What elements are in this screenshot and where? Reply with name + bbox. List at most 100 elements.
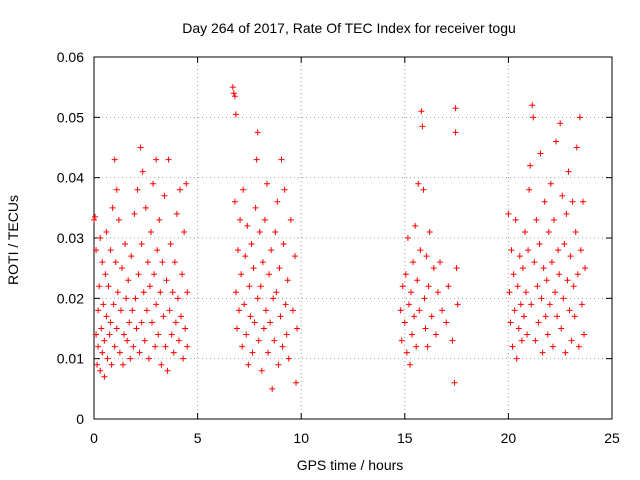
data-point [453, 265, 460, 272]
data-point [134, 186, 141, 193]
data-point [126, 319, 133, 326]
data-point [113, 325, 120, 332]
data-point [107, 319, 114, 326]
data-point [157, 289, 164, 296]
data-point [514, 283, 521, 290]
data-point [527, 162, 534, 169]
data-point [239, 343, 246, 350]
data-point [245, 361, 252, 368]
data-point [232, 111, 239, 118]
data-point [260, 325, 267, 332]
data-point [242, 253, 249, 260]
data-point [536, 241, 543, 248]
data-point [146, 283, 153, 290]
data-point [565, 168, 572, 175]
data-point [283, 331, 290, 338]
data-point [564, 277, 571, 284]
data-point [109, 204, 116, 211]
data-point [240, 186, 247, 193]
data-point [155, 331, 162, 338]
data-point [563, 210, 570, 217]
y-tick-label: 0.06 [57, 49, 84, 65]
data-point [230, 90, 237, 97]
data-point [430, 265, 437, 272]
x-axis-label: GPS time / hours [297, 457, 404, 473]
data-point [284, 277, 291, 284]
data-point [252, 204, 259, 211]
data-point [398, 337, 405, 344]
data-point [93, 247, 100, 254]
data-point [248, 241, 255, 248]
data-point [164, 367, 171, 374]
data-point [523, 289, 530, 296]
data-point [174, 295, 181, 302]
data-point [93, 331, 100, 338]
data-point [293, 379, 300, 386]
data-point [285, 355, 292, 362]
data-point [276, 265, 283, 272]
data-point [531, 259, 538, 266]
data-point [99, 349, 106, 356]
data-point [541, 198, 548, 205]
data-point [573, 144, 580, 151]
data-point [243, 331, 250, 338]
data-point [231, 198, 238, 205]
data-point [411, 313, 418, 320]
data-point [421, 295, 428, 302]
data-point [107, 247, 114, 254]
data-point [253, 156, 260, 163]
data-point [246, 283, 253, 290]
data-point [554, 313, 561, 320]
data-point [142, 204, 149, 211]
data-point [519, 265, 526, 272]
y-tick-label: 0 [76, 411, 84, 427]
y-axis-label: ROTI / TECUs [5, 195, 21, 285]
data-point [133, 325, 140, 332]
data-point [454, 301, 461, 308]
data-point [528, 301, 535, 308]
data-point [158, 361, 165, 368]
data-point [179, 271, 186, 278]
data-point [103, 313, 110, 320]
data-point [552, 289, 559, 296]
data-point [231, 93, 238, 100]
data-point [413, 343, 420, 350]
data-point [275, 361, 282, 368]
data-point [576, 114, 583, 121]
data-point [265, 349, 272, 356]
data-point [401, 319, 408, 326]
data-point [160, 313, 167, 320]
data-point [95, 307, 102, 314]
data-point [437, 259, 444, 266]
data-point [570, 283, 577, 290]
data-point [111, 343, 118, 350]
data-point [154, 247, 161, 254]
data-point [97, 235, 104, 241]
data-point [247, 313, 254, 320]
data-point [152, 343, 159, 350]
data-point [271, 337, 278, 344]
data-point [241, 301, 248, 308]
data-point [423, 253, 430, 260]
data-point [150, 180, 157, 187]
data-point [156, 216, 163, 223]
data-point [121, 331, 128, 338]
data-point [403, 349, 410, 356]
data-point [238, 271, 245, 278]
data-point [511, 307, 518, 314]
data-point [537, 150, 544, 157]
data-point [540, 265, 547, 272]
data-point [101, 337, 108, 344]
data-point [408, 289, 415, 296]
data-point [417, 247, 424, 254]
data-point [159, 259, 166, 266]
y-tick-label: 0.01 [57, 351, 84, 367]
data-point [153, 156, 160, 163]
data-point [108, 361, 115, 368]
y-tick-label: 0.02 [57, 290, 84, 306]
data-point [104, 355, 111, 362]
data-point [180, 355, 187, 362]
data-point [272, 228, 279, 235]
data-point [278, 156, 285, 163]
data-point [294, 325, 301, 332]
